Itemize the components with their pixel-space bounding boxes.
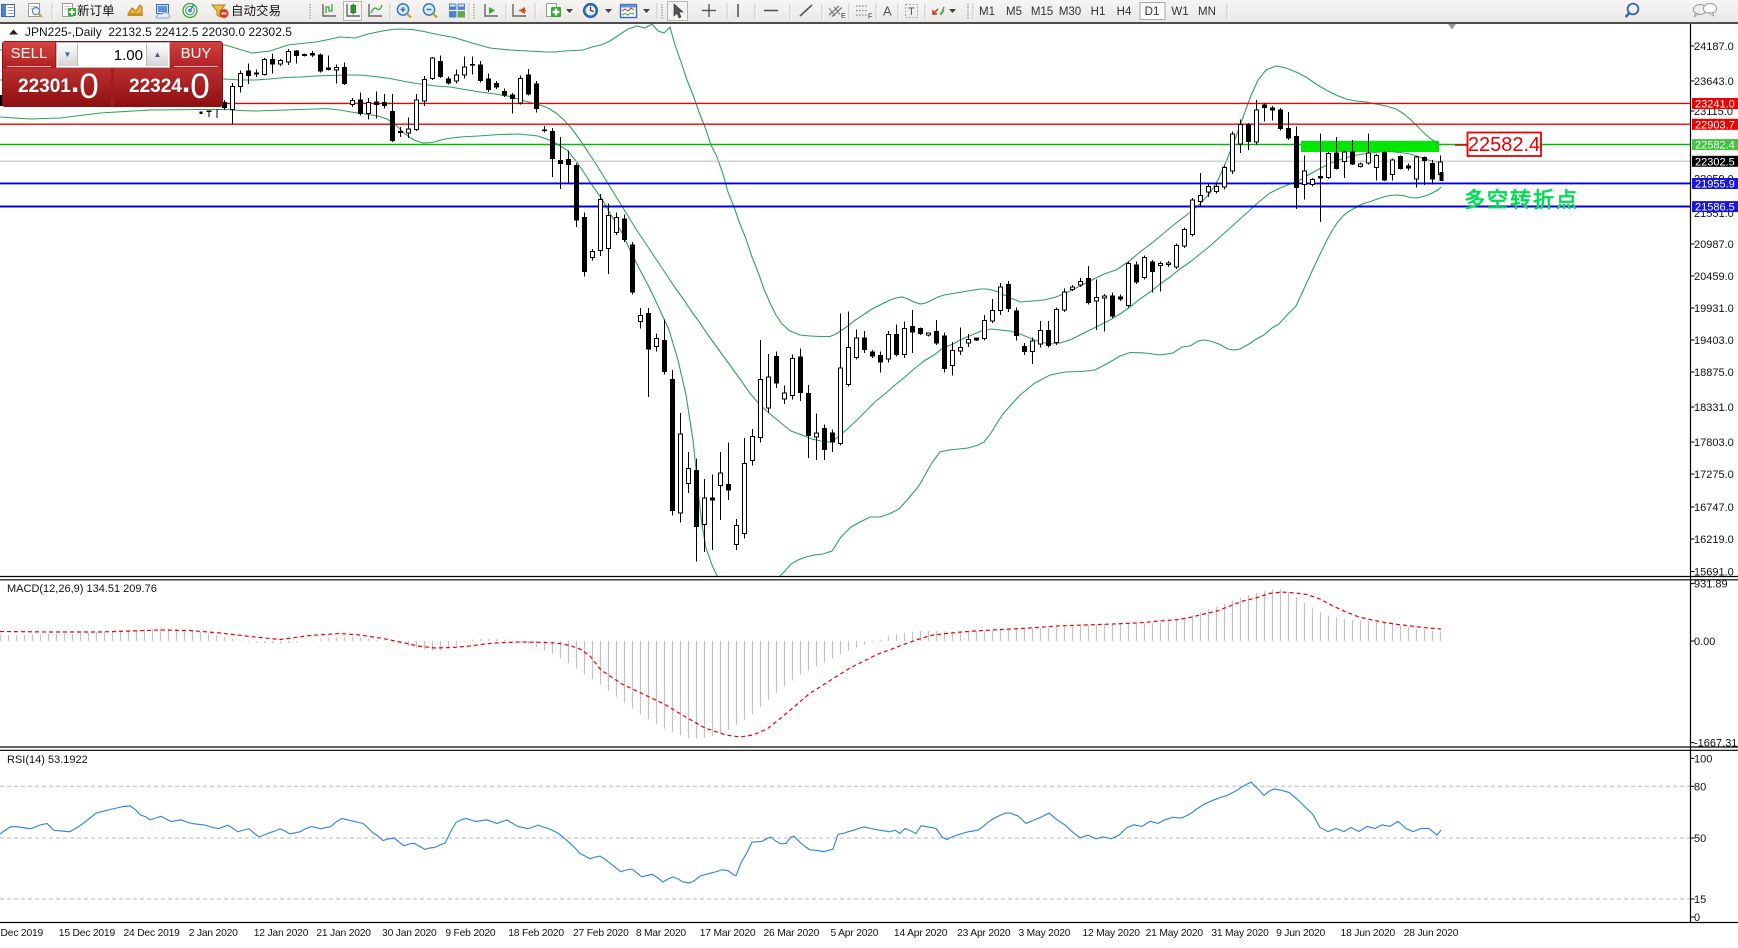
svg-text:16219.0: 16219.0 xyxy=(1694,534,1734,546)
svg-text:12 Jan 2020: 12 Jan 2020 xyxy=(254,928,309,939)
svg-text:22302.5: 22302.5 xyxy=(1695,156,1735,168)
svg-text:17803.0: 17803.0 xyxy=(1694,437,1734,449)
svg-text:新订单: 新订单 xyxy=(77,3,115,18)
svg-text:0: 0 xyxy=(1694,912,1700,924)
svg-text:M15: M15 xyxy=(1031,6,1053,18)
svg-text:100: 100 xyxy=(1694,753,1712,765)
svg-text:18331.0: 18331.0 xyxy=(1694,402,1734,414)
svg-text:3 May 2020: 3 May 2020 xyxy=(1018,928,1070,939)
svg-text:H1: H1 xyxy=(1091,6,1106,18)
svg-text:21586.5: 21586.5 xyxy=(1695,202,1735,214)
svg-text:21 May 2020: 21 May 2020 xyxy=(1146,928,1204,939)
svg-text:M5: M5 xyxy=(1006,6,1022,18)
svg-text:931.89: 931.89 xyxy=(1694,579,1728,591)
svg-text:-1667.31: -1667.31 xyxy=(1694,738,1737,750)
svg-text:0.00: 0.00 xyxy=(1694,636,1715,648)
svg-text:17275.0: 17275.0 xyxy=(1694,469,1734,481)
svg-text:24 Dec 2019: 24 Dec 2019 xyxy=(123,928,180,939)
svg-text:18 Feb 2020: 18 Feb 2020 xyxy=(508,928,564,939)
svg-text:24187.0: 24187.0 xyxy=(1694,41,1734,53)
svg-text:5 Apr 2020: 5 Apr 2020 xyxy=(830,928,878,939)
svg-text:19931.0: 19931.0 xyxy=(1694,303,1734,315)
svg-text:28 Jun 2020: 28 Jun 2020 xyxy=(1404,928,1459,939)
svg-text:RSI(14) 53.1922: RSI(14) 53.1922 xyxy=(7,754,88,766)
svg-text:21 Jan 2020: 21 Jan 2020 xyxy=(316,928,371,939)
svg-text:17 Mar 2020: 17 Mar 2020 xyxy=(700,928,756,939)
svg-text:D1: D1 xyxy=(1145,6,1160,18)
svg-text:27 Feb 2020: 27 Feb 2020 xyxy=(573,928,629,939)
svg-text:MN: MN xyxy=(1198,6,1216,18)
svg-text:M1: M1 xyxy=(979,6,995,18)
svg-text:8 Mar 2020: 8 Mar 2020 xyxy=(636,928,687,939)
svg-text:20987.0: 20987.0 xyxy=(1694,239,1734,251)
svg-text:E: E xyxy=(841,13,846,20)
svg-text:16747.0: 16747.0 xyxy=(1694,502,1734,514)
svg-text:15: 15 xyxy=(1694,894,1706,906)
svg-text:18875.0: 18875.0 xyxy=(1694,367,1734,379)
svg-text:19403.0: 19403.0 xyxy=(1694,335,1734,347)
svg-text:18 Jun 2020: 18 Jun 2020 xyxy=(1341,928,1396,939)
svg-text:9 Feb 2020: 9 Feb 2020 xyxy=(445,928,496,939)
svg-text:31 May 2020: 31 May 2020 xyxy=(1211,928,1269,939)
svg-text:23 Apr 2020: 23 Apr 2020 xyxy=(957,928,1011,939)
svg-text:15691.0: 15691.0 xyxy=(1694,567,1734,579)
svg-text:21955.9: 21955.9 xyxy=(1695,179,1735,191)
svg-text:A: A xyxy=(883,4,892,19)
svg-text:80: 80 xyxy=(1694,781,1706,793)
svg-text:26 Mar 2020: 26 Mar 2020 xyxy=(763,928,819,939)
svg-text:自动交易: 自动交易 xyxy=(231,3,281,18)
svg-text:22582.4: 22582.4 xyxy=(1468,134,1540,156)
svg-text:5 Dec 2019: 5 Dec 2019 xyxy=(0,928,44,939)
svg-text:50: 50 xyxy=(1694,833,1706,845)
svg-text:2 Jan 2020: 2 Jan 2020 xyxy=(189,928,238,939)
svg-text:23241.0: 23241.0 xyxy=(1695,99,1735,111)
svg-text:22582.4: 22582.4 xyxy=(1695,140,1735,152)
svg-text:W1: W1 xyxy=(1171,6,1188,18)
svg-text:14 Apr 2020: 14 Apr 2020 xyxy=(894,928,948,939)
svg-text:H4: H4 xyxy=(1117,6,1132,18)
svg-text:15 Dec 2019: 15 Dec 2019 xyxy=(59,928,116,939)
svg-text:M30: M30 xyxy=(1059,6,1081,18)
svg-text:JPN225-,Daily 22132.5 22412.5: JPN225-,Daily 22132.5 22412.5 22030.0 22… xyxy=(25,25,292,39)
svg-text:12 May 2020: 12 May 2020 xyxy=(1082,928,1140,939)
svg-text:T: T xyxy=(908,6,915,18)
svg-text:30 Jan 2020: 30 Jan 2020 xyxy=(382,928,437,939)
svg-text:F: F xyxy=(868,14,872,21)
svg-text:20459.0: 20459.0 xyxy=(1694,271,1734,283)
svg-text:9 Jun 2020: 9 Jun 2020 xyxy=(1276,928,1325,939)
svg-text:MACD(12,26,9) 134.51 209.76: MACD(12,26,9) 134.51 209.76 xyxy=(7,583,157,595)
svg-text:多空转折点: 多空转折点 xyxy=(1464,188,1579,212)
svg-text:23643.0: 23643.0 xyxy=(1694,76,1734,88)
svg-text:22903.7: 22903.7 xyxy=(1695,119,1735,131)
